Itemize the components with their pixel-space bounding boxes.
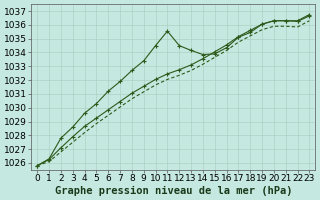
X-axis label: Graphe pression niveau de la mer (hPa): Graphe pression niveau de la mer (hPa) [55, 186, 292, 196]
